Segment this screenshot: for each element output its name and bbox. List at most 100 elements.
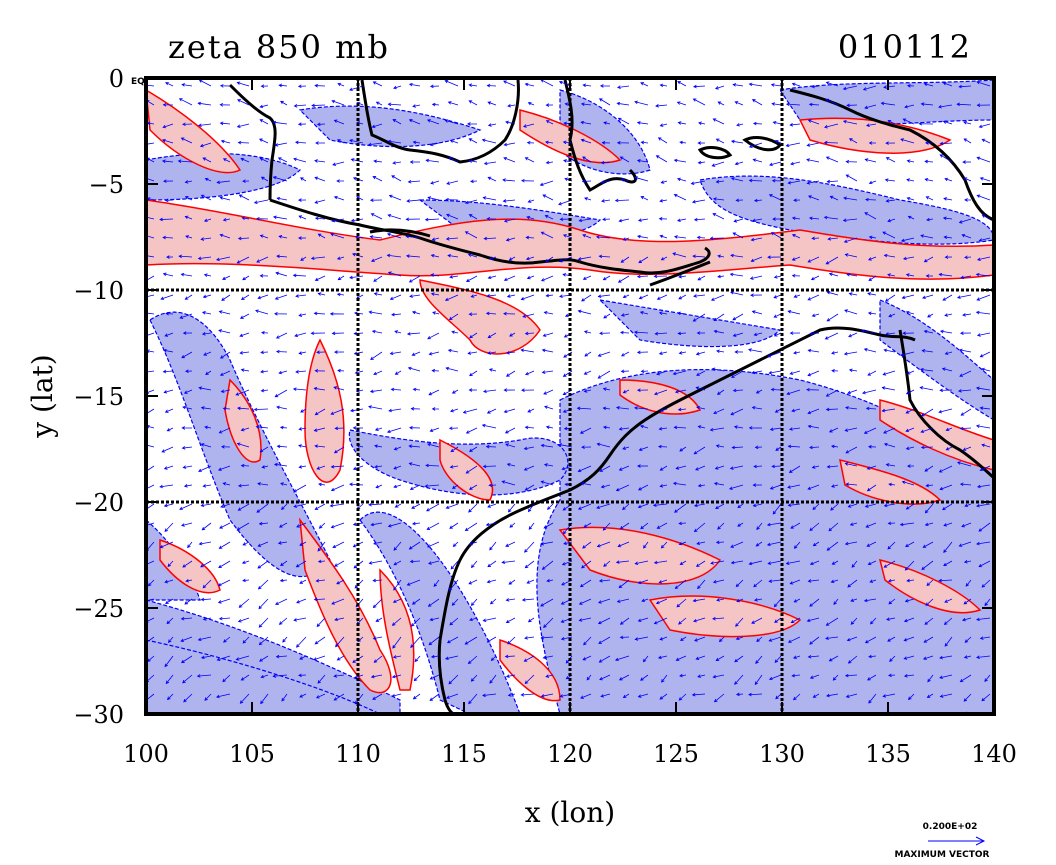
wind-vector: [486, 294, 497, 298]
wind-vector: [679, 673, 687, 678]
wind-vector: [636, 388, 649, 393]
wind-vector: [807, 195, 820, 201]
wind-vector: [842, 218, 858, 222]
y-tick-label: 0: [109, 65, 124, 93]
wind-vector: [522, 123, 535, 128]
wind-vector: [944, 351, 953, 355]
wind-vector: [411, 310, 421, 315]
wind-vector: [272, 674, 288, 678]
title-right: 010112: [838, 28, 972, 66]
wind-vector: [659, 484, 668, 488]
wind-vector: [885, 463, 896, 467]
wind-vector: [923, 329, 934, 334]
wind-vector: [752, 158, 763, 163]
wind-vector: [392, 636, 402, 649]
wind-vector: [372, 693, 383, 700]
wind-vector: [903, 655, 915, 660]
wind-vector: [603, 121, 611, 125]
wind-vector: [866, 484, 877, 492]
wind-vector: [786, 389, 801, 396]
wind-vector: [526, 579, 535, 584]
wind-vector: [735, 617, 744, 627]
wind-vector: [600, 180, 611, 184]
wind-vector: [540, 480, 554, 486]
wind-vector: [386, 232, 402, 239]
wind-vector: [200, 560, 212, 568]
wind-vector: [580, 481, 592, 486]
wind-vector: [596, 442, 611, 448]
wind-vector: [944, 636, 953, 647]
wind-vector: [299, 693, 307, 698]
wind-vector: [617, 117, 630, 125]
wind-vector: [713, 693, 725, 703]
wind-vector: [828, 272, 839, 277]
wind-vector: [975, 424, 991, 429]
wind-vector: [887, 218, 896, 223]
wind-vector: [528, 522, 535, 530]
wind-vector: [198, 386, 212, 391]
wind-vector: [482, 196, 497, 201]
wind-vector: [961, 233, 972, 239]
wind-vector: [809, 598, 820, 607]
wind-vector: [299, 579, 307, 584]
wind-vector: [827, 237, 839, 241]
x-tick-label: 140: [971, 740, 1017, 768]
wind-vector: [526, 215, 535, 220]
wind-vector: [181, 351, 193, 359]
wind-vector: [503, 218, 516, 223]
wind-vector: [336, 139, 345, 144]
wind-vector: [785, 560, 801, 565]
wind-vector: [807, 579, 820, 583]
wind-vector: [187, 541, 193, 549]
wind-vector: [464, 199, 478, 205]
wind-vector: [314, 503, 326, 510]
wind-vector: [185, 235, 193, 239]
wind-vector: [424, 217, 440, 222]
wind-vector: [939, 141, 953, 146]
wind-vector: [275, 271, 288, 277]
wind-vector: [748, 560, 763, 566]
wind-vector: [695, 655, 706, 660]
wind-vector: [729, 465, 744, 470]
wind-vector: [431, 237, 440, 241]
wind-vector: [487, 503, 497, 508]
wind-vector: [964, 636, 972, 643]
wind-vector: [506, 462, 516, 467]
wind-vector: [714, 465, 725, 470]
wind-vector: [906, 159, 915, 163]
wind-vector: [941, 503, 953, 511]
wind-vector: [502, 199, 516, 203]
wind-vector: [241, 560, 250, 565]
wind-vector: [737, 522, 744, 527]
wind-vector: [884, 294, 896, 302]
wind-vector: [428, 351, 440, 356]
wind-vector: [373, 275, 383, 282]
wind-vector: [429, 617, 440, 622]
wind-vector: [618, 579, 630, 589]
wind-vector: [926, 693, 934, 698]
wind-vector: [424, 484, 440, 488]
wind-vector: [809, 674, 820, 679]
wind-vector: [793, 598, 801, 603]
wind-vector: [904, 560, 915, 571]
wind-vector: [315, 141, 326, 145]
wind-vector: [525, 370, 535, 376]
wind-vector: [299, 177, 307, 182]
wind-vector: [448, 313, 459, 321]
wind-vector: [674, 579, 687, 590]
wind-vector: [293, 503, 307, 508]
axis-ticks: [145, 77, 995, 715]
wind-vector: [521, 598, 535, 602]
wind-vector: [678, 617, 687, 625]
wind-vector: [975, 272, 991, 277]
wind-vector: [619, 156, 630, 163]
wind-vector: [881, 386, 896, 391]
wind-vector: [505, 598, 516, 602]
wind-vector: [697, 160, 706, 165]
wind-vector: [712, 213, 725, 220]
wind-vector: [806, 158, 820, 163]
wind-vector: [260, 84, 269, 88]
wind-vector: [658, 444, 668, 449]
wind-vector: [923, 636, 934, 643]
wind-vector: [487, 101, 497, 106]
